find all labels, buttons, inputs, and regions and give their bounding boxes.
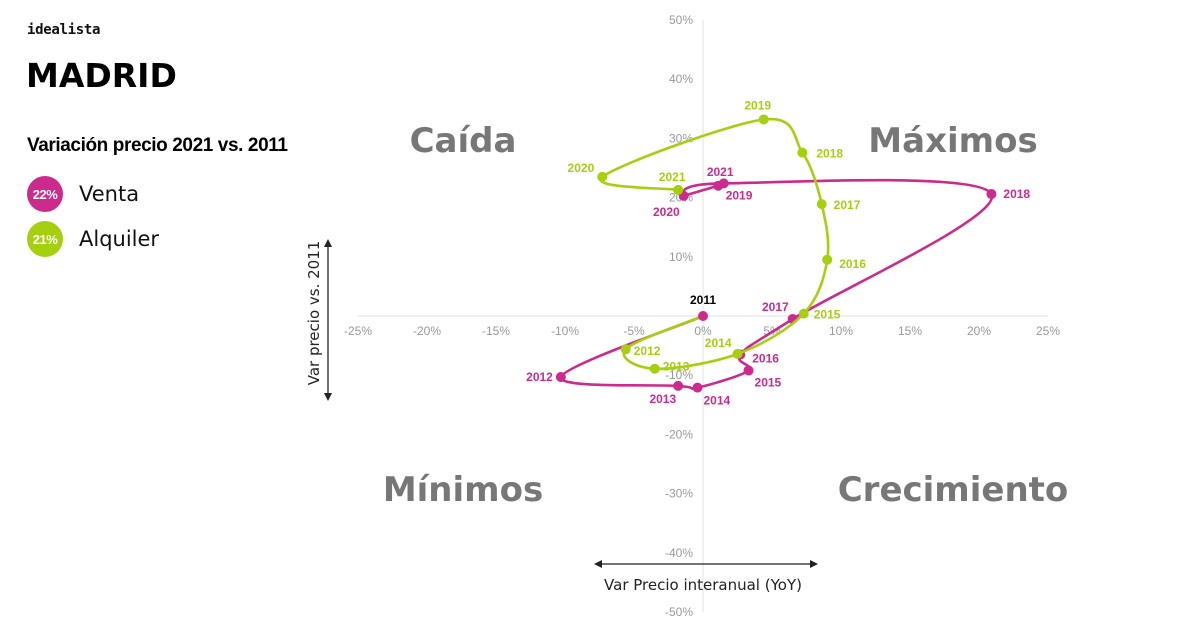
- point-label-alquiler-2019: 2019: [744, 98, 771, 112]
- y-tick-label: 40%: [669, 72, 693, 86]
- data-point-venta-2014: [692, 382, 703, 393]
- x-tick-label: -5%: [623, 324, 645, 338]
- point-label-origin-2011: 2011: [690, 293, 716, 307]
- x-axis-arrow-left: [594, 560, 602, 568]
- y-axis-arrow-down: [324, 393, 332, 401]
- point-label-alquiler-2015: 2015: [814, 308, 841, 322]
- x-tick-label: -15%: [482, 324, 510, 338]
- legend-badge-venta: 22%: [27, 176, 63, 212]
- quadrant-label-caida: Caída: [410, 121, 517, 161]
- y-tick-label: 50%: [669, 13, 693, 27]
- point-label-alquiler-2021: 2021: [659, 170, 686, 184]
- data-point-alquiler-2020: [597, 171, 608, 182]
- data-point-venta-2013: [673, 380, 684, 391]
- y-axis-arrow-up: [324, 239, 332, 247]
- x-tick-label: 10%: [829, 324, 853, 338]
- y-tick-label: -10%: [665, 368, 693, 382]
- data-point-alquiler-2015: [798, 308, 809, 319]
- point-label-alquiler-2014: 2014: [705, 336, 732, 350]
- point-label-venta-2021: 2021: [707, 165, 734, 179]
- legend-item-alquiler: 21% Alquiler: [27, 220, 159, 258]
- x-axis-arrow-right: [810, 560, 818, 568]
- data-point-alquiler-2016: [822, 254, 833, 265]
- x-tick-label: 0%: [694, 324, 712, 338]
- chart-subtitle: Variación precio 2021 vs. 2011: [27, 135, 288, 156]
- point-label-venta-2012: 2012: [526, 370, 553, 384]
- y-tick-label: -50%: [665, 605, 693, 619]
- point-label-venta-2018: 2018: [1003, 187, 1030, 201]
- y-tick-label: -20%: [665, 427, 693, 441]
- point-label-alquiler-2016: 2016: [839, 257, 866, 271]
- y-axis-title: Var precio vs. 2011: [305, 241, 323, 386]
- data-point-venta-2012: [555, 371, 566, 382]
- data-point-alquiler-2019: [758, 114, 769, 125]
- point-label-venta-2017: 2017: [762, 300, 789, 314]
- data-point-venta-2021: [713, 180, 724, 191]
- legend-badge-alquiler: 21%: [27, 221, 63, 257]
- quadrant-label-maximos: Máximos: [868, 121, 1037, 161]
- axis-titles: Var Precio interanual (YoY) Var precio v…: [305, 239, 818, 594]
- data-point-venta-2015: [743, 365, 754, 376]
- x-tick-label: 20%: [967, 324, 991, 338]
- x-tick-label: 15%: [898, 324, 922, 338]
- data-point-alquiler-2021: [673, 184, 684, 195]
- x-axis-title: Var Precio interanual (YoY): [604, 576, 802, 594]
- point-label-venta-2015: 2015: [755, 375, 782, 389]
- x-tick-label: -20%: [413, 324, 441, 338]
- city-title: MADRID: [26, 56, 177, 95]
- point-label-alquiler-2013: 2013: [663, 360, 690, 374]
- data-point-alquiler-2013: [649, 363, 660, 374]
- point-label-venta-2016: 2016: [752, 351, 779, 365]
- y-tick-label: 10%: [669, 250, 693, 264]
- point-label-alquiler-2017: 2017: [834, 198, 861, 212]
- quadrant-label-crecimiento: Crecimiento: [838, 470, 1069, 510]
- point-label-venta-2019: 2019: [726, 188, 753, 202]
- legend-item-venta: 22% Venta: [27, 175, 139, 213]
- data-point-alquiler-2012: [620, 344, 631, 355]
- y-tick-label: -30%: [665, 487, 693, 501]
- point-label-alquiler-2018: 2018: [816, 147, 843, 161]
- data-point-alquiler-2014: [732, 348, 743, 359]
- data-point-origin-2011: [698, 311, 708, 321]
- legend-label-alquiler: Alquiler: [79, 227, 160, 251]
- data-point-alquiler-2017: [816, 199, 827, 210]
- x-tick-label: -25%: [344, 324, 372, 338]
- series-line-alquiler: [599, 117, 830, 371]
- x-tick-label: 25%: [1036, 324, 1060, 338]
- brand-logo: idealista: [27, 22, 101, 38]
- y-tick-label: -40%: [665, 546, 693, 560]
- data-point-venta-2018: [986, 189, 997, 200]
- data-point-alquiler-2018: [797, 147, 808, 158]
- point-label-alquiler-2012: 2012: [634, 344, 661, 358]
- point-label-venta-2014: 2014: [703, 394, 730, 408]
- x-tick-label: -10%: [551, 324, 579, 338]
- quadrant-label-minimos: Mínimos: [383, 470, 543, 510]
- point-label-alquiler-2020: 2020: [568, 161, 595, 175]
- point-label-venta-2013: 2013: [649, 392, 676, 406]
- legend-label-venta: Venta: [79, 182, 140, 206]
- quadrant-labels: Caída Máximos Mínimos Crecimiento: [383, 121, 1068, 510]
- point-label-venta-2020: 2020: [653, 205, 680, 219]
